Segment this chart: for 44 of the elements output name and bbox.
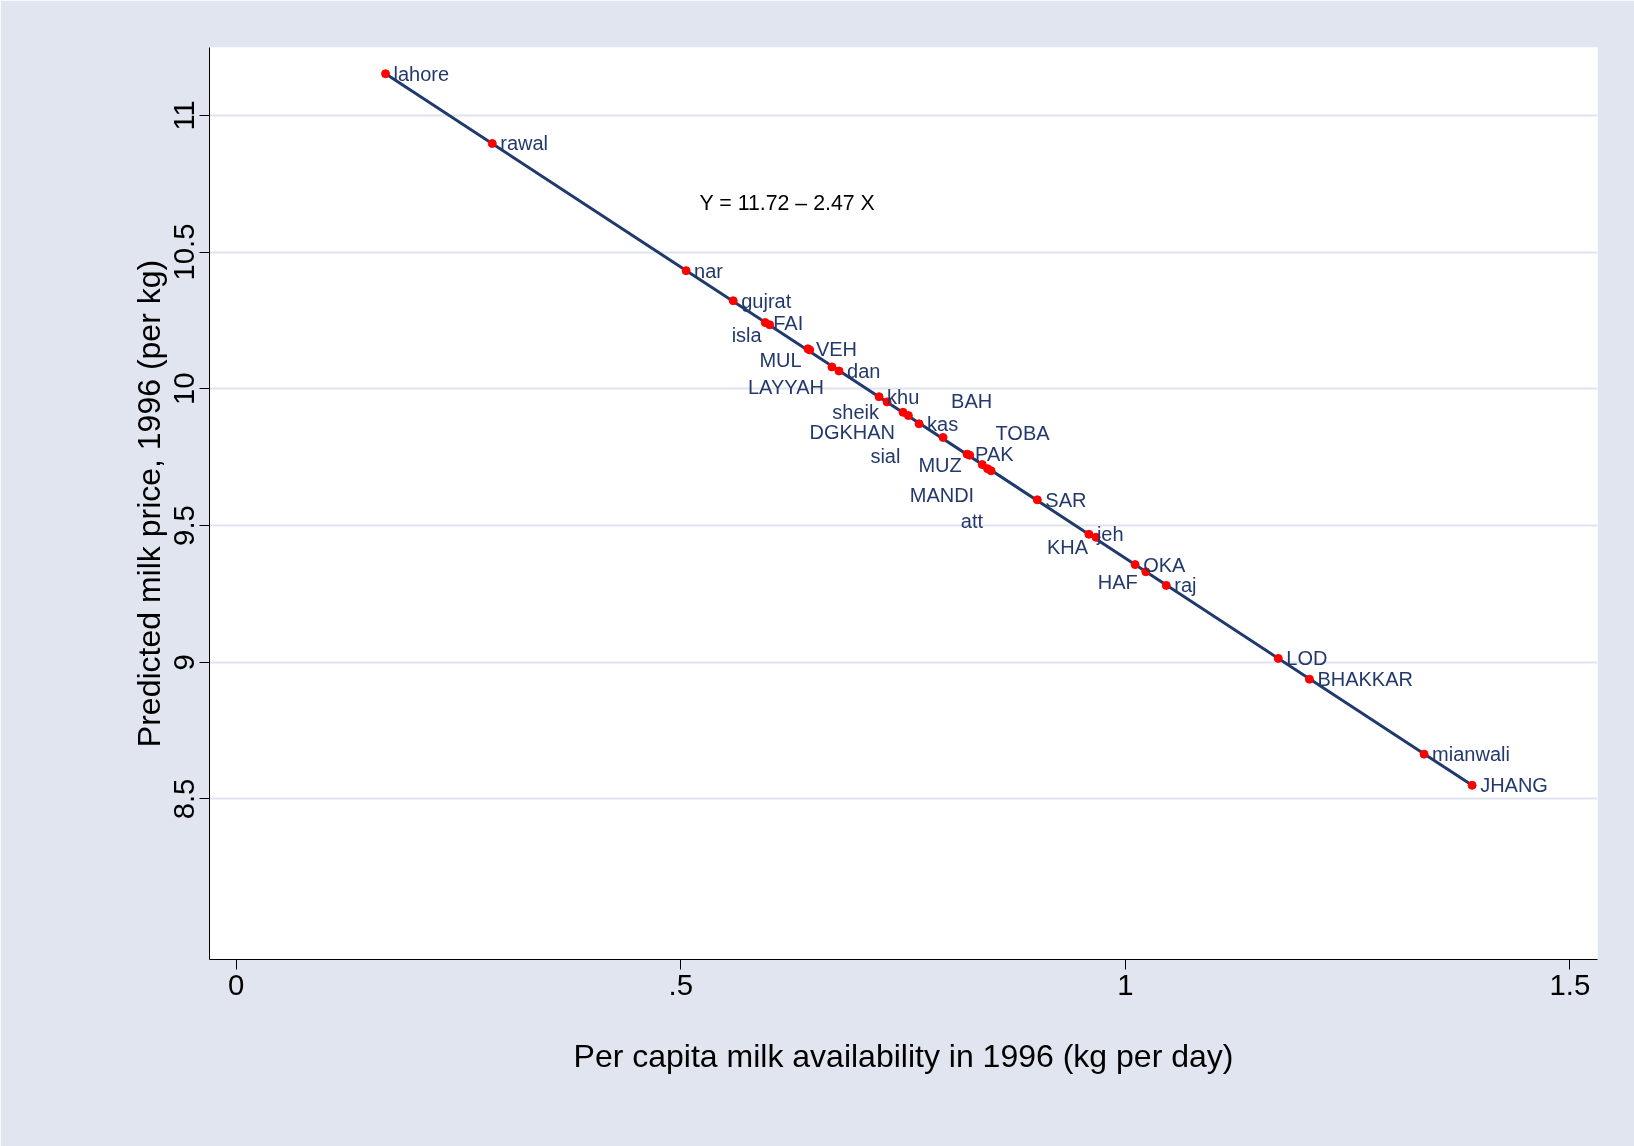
- data-label: lahore: [393, 62, 450, 85]
- data-label: OKA: [1143, 553, 1187, 576]
- data-label: att: [960, 509, 984, 532]
- x-tick-label: 1: [1117, 967, 1134, 1001]
- data-label: VEH: [815, 337, 858, 360]
- data-label: TOBA: [995, 421, 1051, 444]
- data-label: MUL: [759, 348, 802, 371]
- y-tick-label: 11: [167, 100, 201, 131]
- data-label: PAK: [975, 443, 1015, 466]
- annotation: Y = 11.72 – 2.47 X: [699, 190, 875, 215]
- data-label: SAR: [1045, 488, 1087, 511]
- data-label: jeh: [1095, 523, 1124, 546]
- data-label: LAYYAH: [747, 375, 824, 398]
- data-label: MANDI: [909, 483, 975, 506]
- y-tick-label: 9.5: [167, 505, 201, 546]
- y-axis-title: Predicted milk price, 1996 (per kg): [130, 259, 167, 748]
- x-tick-label: .5: [668, 967, 693, 1001]
- x-tick-label: 1.5: [1549, 967, 1591, 1001]
- data-label: KHA: [1046, 536, 1089, 559]
- data-label: dan: [847, 360, 881, 383]
- data-label: isla: [731, 323, 763, 346]
- data-label: rawal: [500, 132, 549, 155]
- data-label: BAH: [951, 390, 993, 413]
- y-tick-label: 10: [167, 372, 201, 406]
- data-label: MUZ: [918, 454, 962, 477]
- data-label: mianwali: [1432, 743, 1510, 766]
- data-label: HAF: [1097, 570, 1138, 593]
- y-tick-label: 10.5: [167, 223, 201, 281]
- data-label: raj: [1174, 574, 1197, 597]
- data-label: JHANG: [1480, 774, 1548, 797]
- x-axis-title: Per capita milk availability in 1996 (kg per day): [573, 1037, 1234, 1074]
- y-tick-label: 8.5: [167, 778, 201, 820]
- data-label: sheik: [832, 400, 881, 423]
- data-label: gujrat: [741, 289, 792, 312]
- data-label: kas: [927, 412, 959, 435]
- y-tick-label: 9: [167, 654, 201, 671]
- x-tick-label: 0: [228, 967, 245, 1001]
- data-label: khu: [887, 385, 920, 408]
- data-label: sial: [870, 444, 901, 467]
- data-label: BHAKKAR: [1317, 668, 1413, 691]
- data-label: DGKHAN: [809, 421, 896, 444]
- data-label: FAI: [773, 311, 804, 334]
- data-label: nar: [694, 259, 724, 282]
- data-label: LOD: [1286, 647, 1328, 670]
